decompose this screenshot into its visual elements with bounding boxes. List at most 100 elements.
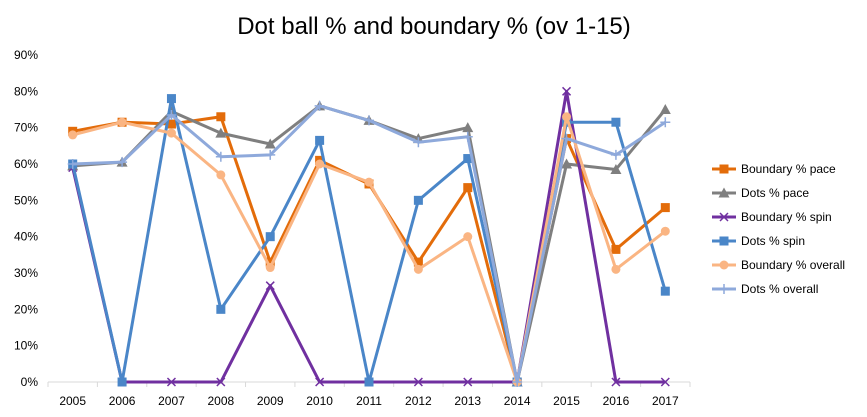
data-point (463, 377, 473, 387)
data-point (660, 377, 670, 387)
data-point (166, 109, 177, 120)
data-point (610, 163, 622, 174)
data-point (610, 149, 621, 160)
data-point (166, 119, 176, 129)
series-boundary-overall (68, 112, 670, 387)
data-point (413, 137, 424, 148)
data-point (659, 104, 671, 114)
data-point (166, 94, 176, 104)
data-point (315, 135, 325, 145)
data-point (264, 138, 276, 149)
x-tick-label: 2012 (405, 394, 432, 408)
data-point (462, 131, 473, 142)
data-point (265, 149, 276, 160)
data-point (215, 127, 227, 138)
data-point (413, 257, 423, 267)
data-point (562, 112, 572, 122)
data-point (216, 377, 226, 387)
x-axis: 2005 2006 2007 2008 2009 2010 2011 2012 2013 2014… (47, 382, 691, 408)
data-point (364, 377, 374, 387)
data-point (512, 377, 523, 387)
series-line (71, 89, 666, 384)
y-tick-label: 30% (14, 266, 38, 280)
data-point (463, 154, 473, 164)
legend-label: Boundary % spin (741, 210, 832, 224)
legend-item: Boundary % pace (712, 162, 836, 176)
data-point (463, 183, 473, 193)
chart-title: Dot ball % and boundary % (ov 1-15) (237, 13, 631, 40)
x-tick-label: 2013 (454, 394, 481, 408)
data-point (67, 159, 78, 169)
data-point (315, 377, 325, 387)
data-point (216, 304, 226, 314)
data-point (660, 117, 671, 128)
data-point (562, 86, 572, 96)
legend-label: Dots % pace (741, 186, 809, 200)
y-tick-label: 20% (14, 302, 38, 316)
y-tick-label: 80% (14, 84, 38, 98)
plot-area (67, 86, 671, 387)
data-point (463, 232, 473, 242)
data-point (660, 203, 670, 213)
legend-item: Boundary % spin (712, 210, 832, 224)
data-point (117, 117, 127, 127)
x-tick-label: 2015 (553, 394, 580, 408)
legend-marker (719, 164, 729, 174)
data-point (216, 170, 226, 180)
y-axis: 0% 10% 20% 30% 40% 50% 60% 70% 80% 90% (14, 48, 38, 389)
y-tick-label: 90% (14, 48, 38, 62)
data-point (462, 122, 474, 133)
series-dots-spin (68, 94, 670, 387)
legend-item: Boundary % overall (712, 258, 845, 272)
data-point (413, 195, 423, 205)
data-point (117, 157, 128, 168)
data-point (265, 257, 275, 267)
data-point (660, 286, 670, 296)
data-point (413, 377, 423, 387)
x-tick-label: 2010 (306, 394, 333, 408)
data-point (660, 226, 670, 236)
data-point (216, 112, 226, 122)
data-point (166, 128, 176, 138)
series-dots-overall (67, 100, 671, 387)
data-point (611, 244, 621, 254)
data-point (117, 377, 127, 387)
y-tick-label: 10% (14, 339, 38, 353)
x-tick-label: 2007 (158, 394, 185, 408)
data-point (611, 264, 621, 274)
legend: Boundary % pace Dots % pace Boundary % spi… (712, 162, 845, 296)
data-point (413, 264, 423, 274)
x-tick-label: 2017 (652, 394, 679, 408)
x-tick-label: 2014 (504, 394, 531, 408)
legend-label: Dots % spin (741, 234, 805, 248)
legend-item: Dots % pace (712, 186, 809, 200)
data-point (166, 377, 176, 387)
x-tick-label: 2016 (603, 394, 630, 408)
y-tick-label: 60% (14, 157, 38, 171)
y-tick-label: 70% (14, 121, 38, 135)
y-tick-label: 40% (14, 230, 38, 244)
data-point (561, 158, 573, 169)
legend-item: Dots % spin (712, 234, 805, 248)
x-tick-label: 2008 (207, 394, 234, 408)
data-point (265, 232, 275, 242)
data-point (611, 377, 621, 387)
data-point (265, 263, 275, 273)
data-point (215, 151, 226, 162)
data-point (364, 115, 374, 126)
series-boundary-spin (68, 86, 670, 387)
data-point (265, 281, 275, 291)
x-tick-label: 2009 (257, 394, 284, 408)
legend-marker (719, 236, 729, 246)
data-point (364, 177, 374, 187)
x-tick-label: 2011 (356, 394, 382, 408)
data-point (315, 159, 325, 169)
y-tick-label: 50% (14, 193, 38, 207)
legend-marker (719, 212, 729, 222)
legend-marker (719, 260, 729, 270)
x-tick-label: 2005 (59, 394, 86, 408)
legend-label: Boundary % pace (741, 162, 836, 176)
data-point (561, 133, 572, 144)
x-tick-label: 2006 (109, 394, 136, 408)
